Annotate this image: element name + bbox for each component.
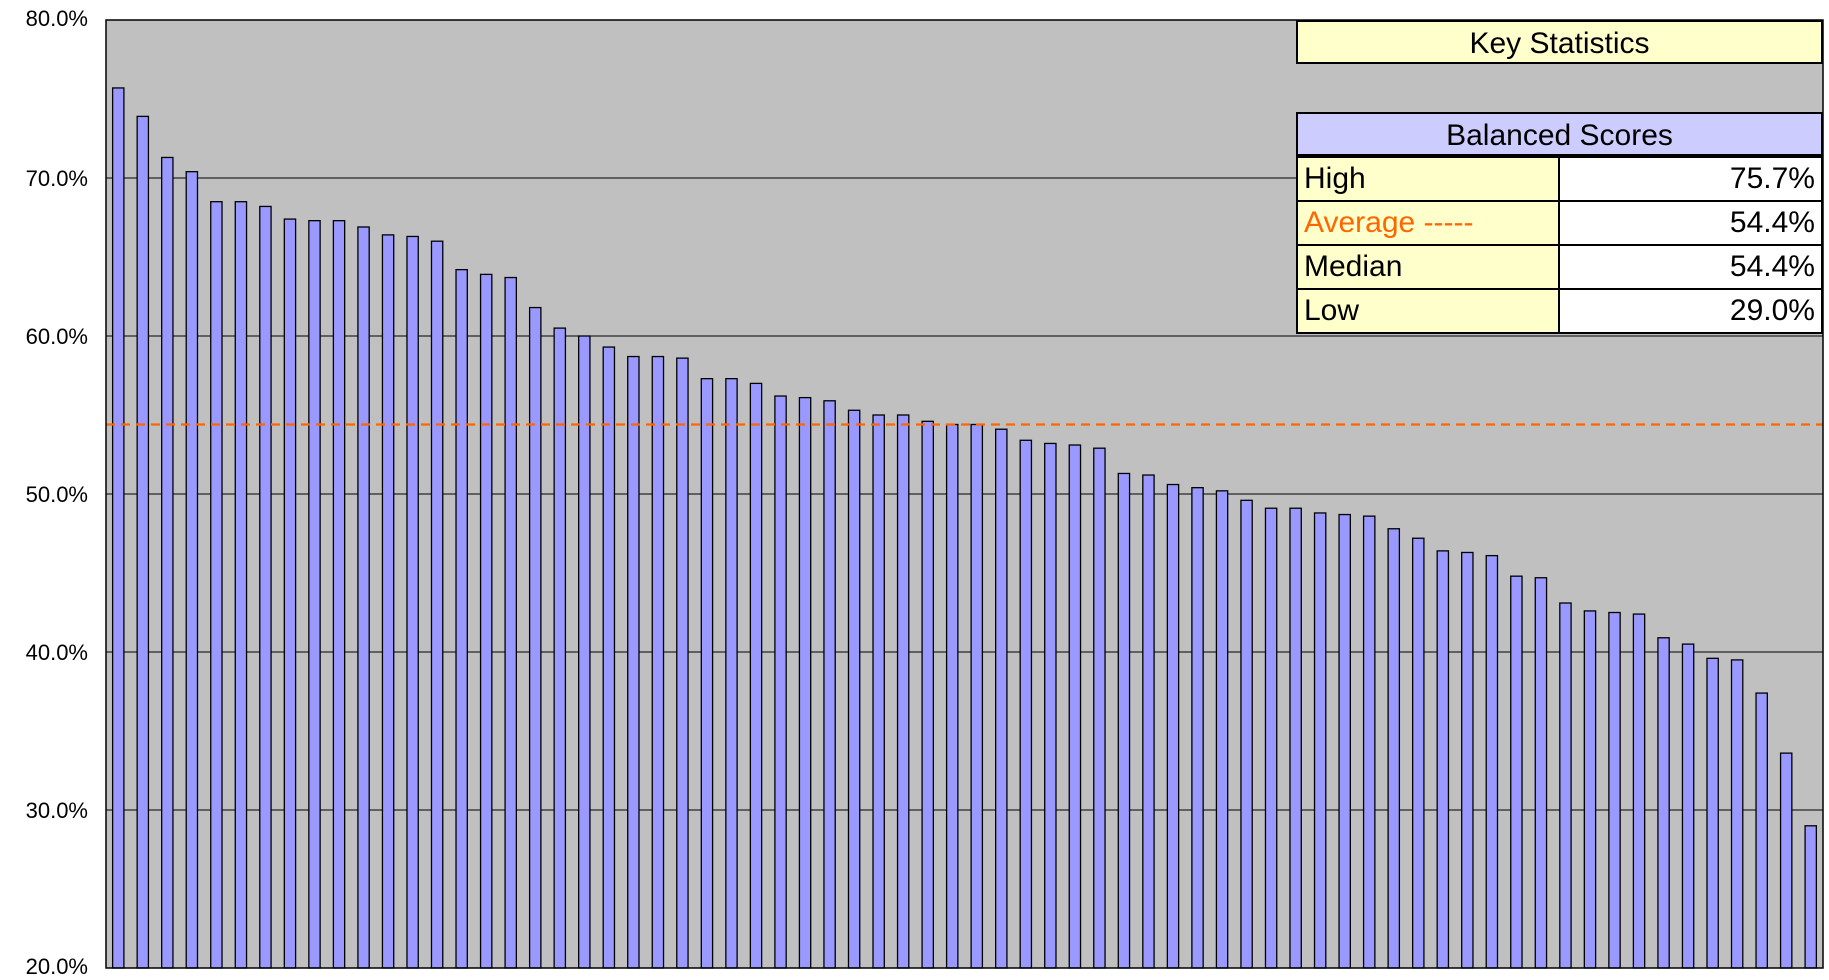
bar <box>798 396 812 969</box>
bar <box>406 235 419 969</box>
bar <box>308 220 321 969</box>
bar <box>1632 613 1646 969</box>
key-statistics-table: High 75.7% Average ----- 54.4% Median 54… <box>1296 156 1823 334</box>
bar <box>1657 637 1670 969</box>
bar <box>430 240 444 969</box>
bar <box>1461 551 1474 969</box>
bar <box>1608 611 1621 969</box>
y-tick-label: 60.0% <box>26 324 88 349</box>
y-axis-tick-labels: 20.0% 30.0% 40.0% 50.0% 60.0% 70.0% 80.0% <box>26 6 88 979</box>
stat-value: 54.4% <box>1558 244 1823 290</box>
bar <box>1485 554 1499 969</box>
bar <box>1338 513 1351 969</box>
y-tick-label: 20.0% <box>26 954 88 979</box>
balanced-scores-header: Balanced Scores <box>1296 112 1823 156</box>
stat-value: 54.4% <box>1558 200 1823 246</box>
bar <box>161 156 174 969</box>
bar <box>185 171 199 969</box>
bar <box>995 428 1008 969</box>
stat-label: Median <box>1296 244 1560 290</box>
bar <box>1436 550 1450 969</box>
bar <box>234 201 248 969</box>
bar <box>1093 447 1106 969</box>
stat-row-low: Low 29.0% <box>1296 288 1823 334</box>
bar <box>1117 472 1131 969</box>
bar <box>970 423 984 969</box>
key-statistics-panel: Key Statistics Balanced Scores High 75.7… <box>1296 20 1823 334</box>
bar <box>1142 474 1155 969</box>
stat-label: Average ----- <box>1296 200 1560 246</box>
bar <box>504 276 518 969</box>
bar <box>1289 507 1302 969</box>
bar <box>1755 692 1768 969</box>
bar <box>602 346 616 969</box>
bar <box>210 201 223 969</box>
bar <box>1215 490 1229 969</box>
plot-frame <box>105 19 1824 969</box>
bar <box>1068 444 1082 969</box>
bar <box>455 268 468 969</box>
stat-row-median: Median 54.4% <box>1296 244 1823 290</box>
bar <box>1779 752 1793 969</box>
stat-row-average: Average ----- 54.4% <box>1296 200 1823 246</box>
bar <box>725 378 738 969</box>
bar <box>1559 602 1572 969</box>
stat-row-high: High 75.7% <box>1296 156 1823 202</box>
bar <box>578 335 591 969</box>
bar <box>1706 657 1719 969</box>
bar <box>136 115 150 969</box>
bar <box>921 420 935 969</box>
bar <box>774 395 787 969</box>
bar <box>528 306 542 969</box>
bar <box>1730 659 1744 969</box>
y-tick-label: 40.0% <box>26 640 88 665</box>
bar <box>1804 825 1818 969</box>
y-tick-label: 70.0% <box>26 166 88 191</box>
bar <box>700 378 714 969</box>
stat-label: High <box>1296 156 1560 202</box>
bar <box>749 382 763 969</box>
bar <box>259 205 272 969</box>
y-tick-label: 80.0% <box>26 6 88 31</box>
bar <box>1264 507 1278 969</box>
bar <box>283 218 297 969</box>
bar <box>847 409 861 969</box>
bar <box>945 423 959 969</box>
y-tick-label: 50.0% <box>26 482 88 507</box>
bar <box>381 234 395 969</box>
bar <box>332 220 346 969</box>
bar <box>1534 577 1548 969</box>
bar <box>896 414 910 969</box>
bar <box>357 226 370 969</box>
bar <box>111 87 125 969</box>
bar <box>1044 442 1057 969</box>
bar <box>1166 483 1180 969</box>
bar <box>651 355 665 969</box>
bar <box>1191 487 1204 969</box>
stat-label: Low <box>1296 288 1560 334</box>
key-statistics-spacer <box>1296 64 1823 112</box>
stat-value: 29.0% <box>1558 288 1823 334</box>
bar <box>627 355 640 969</box>
bar <box>1387 528 1401 969</box>
bar <box>1362 515 1376 969</box>
bar <box>1019 439 1033 969</box>
bar <box>1510 575 1523 969</box>
bar <box>676 357 689 969</box>
bar <box>479 273 493 969</box>
stat-value: 75.7% <box>1558 156 1823 202</box>
bar <box>1681 643 1695 969</box>
bar <box>1313 512 1327 969</box>
bar <box>1583 610 1597 969</box>
bar <box>872 414 885 969</box>
y-tick-label: 30.0% <box>26 798 88 823</box>
key-statistics-title: Key Statistics <box>1296 20 1823 64</box>
bar <box>823 400 836 969</box>
bar <box>1240 499 1253 969</box>
bar <box>1411 537 1425 969</box>
